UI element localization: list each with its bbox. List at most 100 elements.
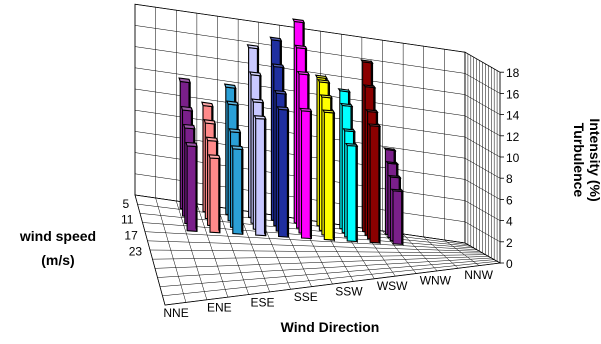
bar-top-face [294,44,308,50]
speed-tick-label: 23 [129,244,143,258]
floor-gridline-v [159,259,495,287]
z-tick-label: 0 [506,257,513,271]
bar-top-face [276,106,290,111]
bar-side-face [355,142,358,244]
bar-top-face [360,59,374,64]
floor-gridline-v [164,262,501,306]
bar-top-face [205,136,219,142]
bar-top-face [223,83,237,89]
direction-tick-label: ESE [250,295,274,309]
z-tick-label: 4 [506,215,513,229]
direction-tick-label: SSE [294,290,318,304]
speed-tick-label: 5 [122,197,129,211]
bar-side-face [401,188,404,246]
bar-top-face [292,18,306,24]
direction-tick-label: NNE [163,306,188,320]
chart-axis-labels: Wind Direction wind speed (m/s) Turbulence I… [19,118,601,335]
chart-bars [178,18,405,246]
bar-top-face [185,141,198,148]
bar-top-face [340,102,354,108]
bar-side-face [263,116,267,236]
bar-top-face [382,147,397,152]
bar-top-face [246,44,260,50]
z-tick-label: 12 [506,130,520,144]
bar-top-face [249,71,262,77]
bar-top-face [230,145,244,151]
bar-top-face [208,154,221,160]
floor-gridline-v [147,240,480,252]
bar-top-face [178,77,191,84]
bar-top-face [253,115,267,120]
bar-sw-row4 [390,188,405,246]
y-axis-label-line2: (m/s) [41,252,74,268]
z-tick-label: 2 [506,236,513,250]
bar-top-face [342,128,356,133]
bar-top-face [182,123,196,130]
floor-gridline-v [152,254,486,260]
bar-side-face [309,108,312,239]
floor-gridline-v [149,249,483,254]
bar-top-face [367,123,382,128]
bar-top-face [271,63,285,69]
bar-top-face [299,107,313,113]
speed-tick-label: 17 [124,229,138,243]
x-axis-label: Wind Direction [281,319,380,335]
bar-s-row4 [345,142,359,244]
floor-gridline-v [144,231,477,250]
direction-tick-label: SSW [335,284,363,298]
bar-side-face [241,146,244,235]
bar-top-face [296,70,310,76]
z-tick-label: 16 [506,87,520,101]
bar-top-face [322,109,336,114]
bar-nne-row4 [185,141,198,232]
floor-gridline-v [157,257,492,278]
bar-top-face [337,88,351,93]
direction-tick-label: WNW [420,274,452,288]
bar-e-row4 [253,115,267,237]
bar-top-face [365,109,379,113]
z-tick-label: 6 [506,193,513,207]
speed-tick-label: 11 [121,213,134,227]
z-axis-label: Turbulence Intensity (%) [571,118,601,201]
bar-top-face [203,119,216,125]
bar-ene-row4 [230,145,244,235]
direction-tick-label: ENE [207,301,232,315]
bar-top-face [387,174,402,179]
y-axis-label-line1: wind speed [19,228,96,244]
bar-ne-row4 [208,154,221,234]
bar-top-face [345,142,359,147]
bar-sse-row4 [322,108,336,243]
z-tick-label: 10 [506,151,520,165]
floor-gridline-v [154,256,489,269]
bar-side-face [218,155,221,233]
bar-top-face [314,74,328,80]
direction-tick-label: WSW [377,279,408,293]
z-axis-label-line1: Turbulence [571,123,587,198]
bar-top-face [226,100,239,106]
bar-top-face [228,128,242,134]
bar-side-face [332,108,335,243]
direction-tick-label: NNW [464,268,493,282]
bar-se-row4 [299,107,313,240]
bar-top-face [180,105,194,112]
bar-top-face [362,84,377,89]
bar-side-face [378,122,381,245]
z-tick-label: 14 [506,109,520,123]
z-tick-label: 18 [506,66,520,80]
bar-top-face [201,101,214,108]
bar-ssw-row4 [367,122,382,245]
bar-top-face [317,79,331,84]
bar-top-face [274,89,287,95]
bar-side-face [286,107,290,238]
bar-top-face [319,94,333,99]
floor-gridline-v [162,261,498,297]
z-tick-label: 8 [506,172,513,186]
bar-top-face [251,98,265,104]
bar-side-face [195,143,198,232]
bar-top-face [269,36,283,42]
bar-top-face [390,188,405,193]
z-axis-label-line2: Intensity (%) [587,118,601,201]
